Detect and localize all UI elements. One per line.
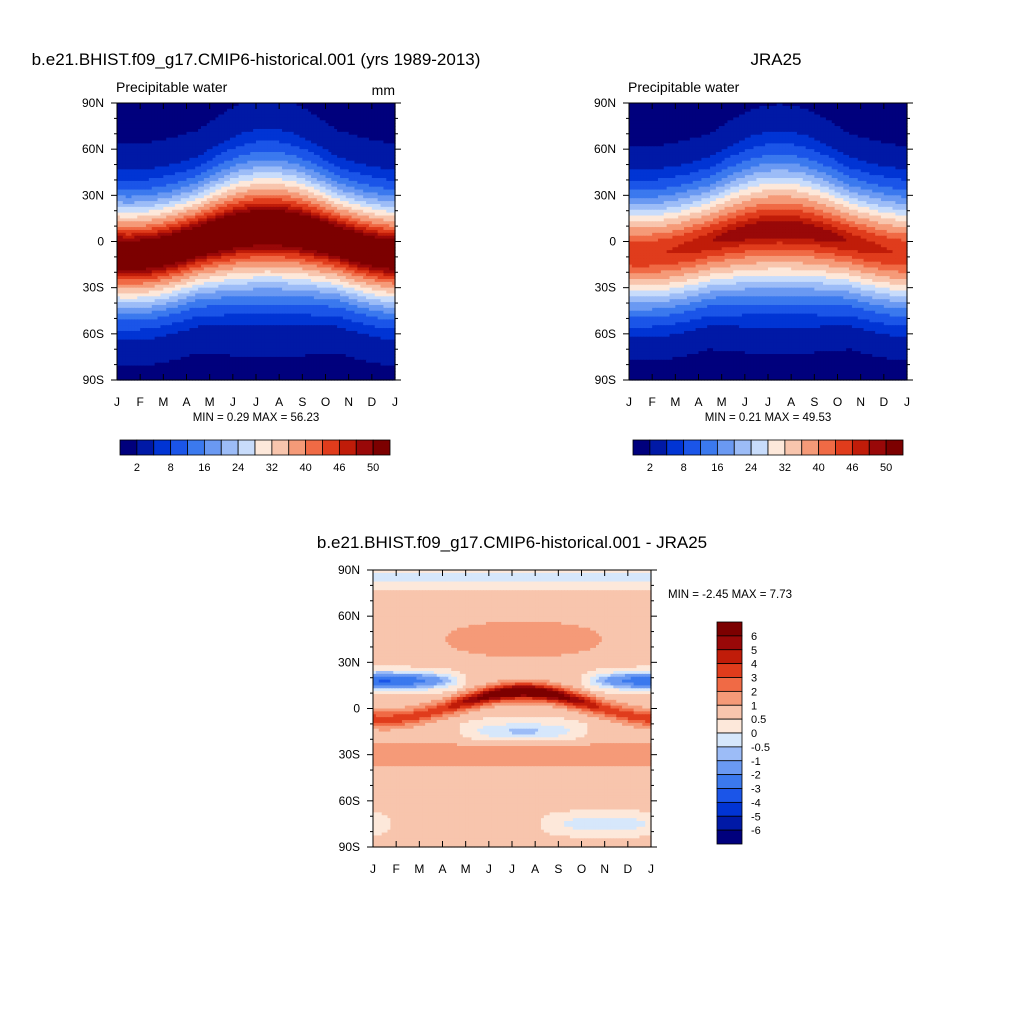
panel1-subtitle-right: mm (372, 82, 395, 98)
panel1-field (117, 103, 396, 381)
panel1-subtitle-left: Precipitable water (116, 79, 228, 95)
panel1-title: b.e21.BHIST.f09_g17.CMIP6-historical.001… (32, 50, 481, 69)
